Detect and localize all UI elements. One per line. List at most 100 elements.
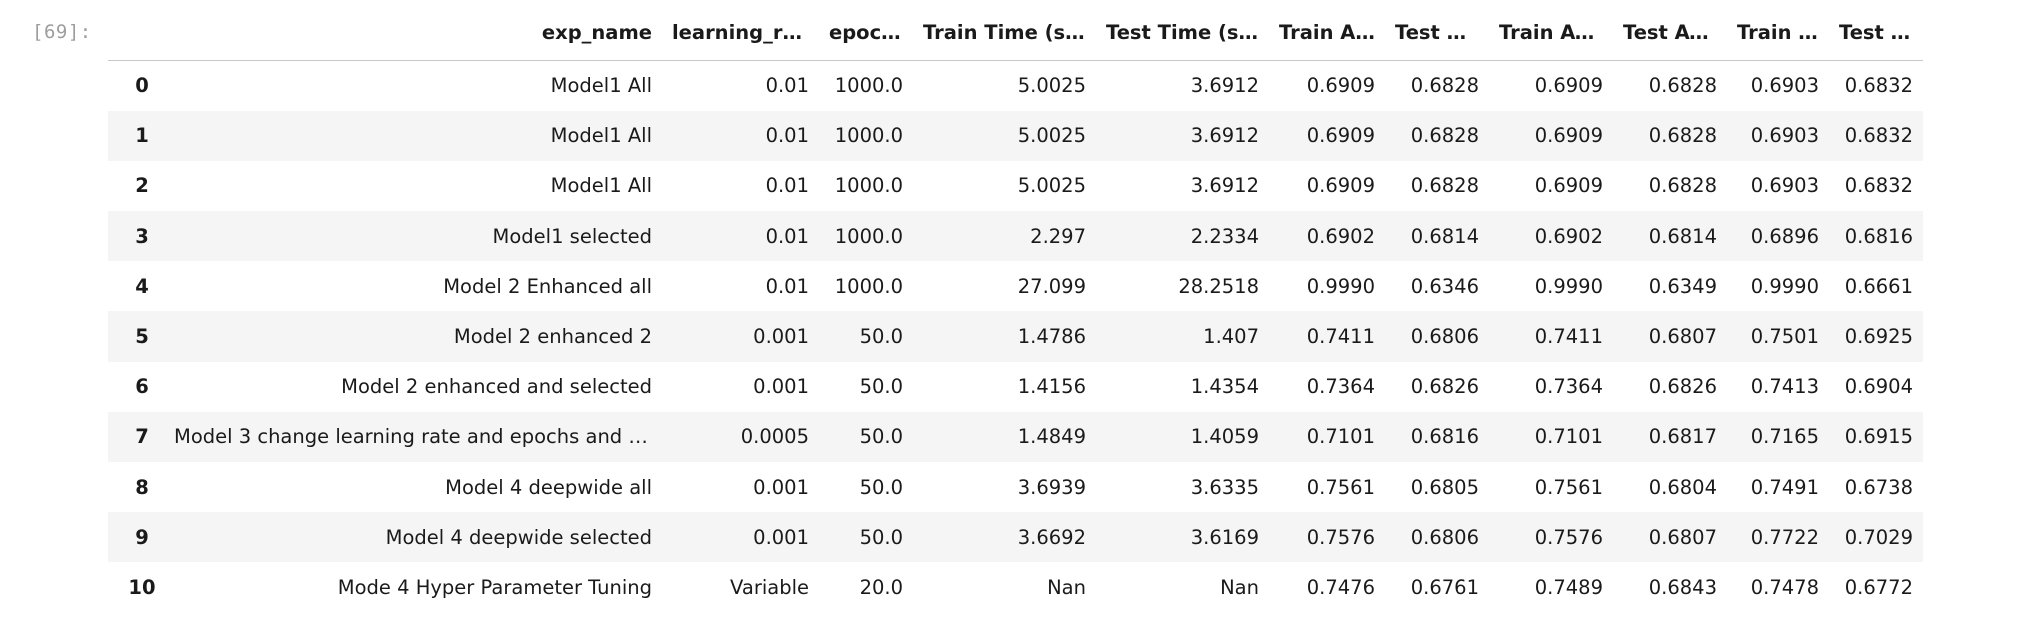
row-index: 5 (135, 325, 149, 349)
table-cell: 3.6912 (1190, 74, 1259, 98)
table-cell: 0.6806 (1410, 525, 1479, 549)
table-cell: 0.6828 (1648, 124, 1717, 148)
table-cell: 0.6738 (1844, 475, 1913, 499)
table-cell: 20.0 (859, 575, 903, 599)
row-index: 4 (135, 274, 149, 298)
table-cell: 0.01 (765, 174, 809, 198)
table-cell: 0.6826 (1648, 375, 1717, 399)
table-cell: 0.9990 (1750, 274, 1819, 298)
table-cell: 3.6692 (1017, 525, 1086, 549)
table-cell: 0.6828 (1410, 174, 1479, 198)
column-header: Test F1 (1829, 9, 1923, 61)
table-cell: 0.6817 (1648, 425, 1717, 449)
table-cell: 0.7489 (1534, 575, 1603, 599)
table-cell: 0.6804 (1648, 475, 1717, 499)
table-cell: 0.7476 (1306, 575, 1375, 599)
row-index: 9 (135, 525, 149, 549)
table-cell: 3.6939 (1017, 475, 1086, 499)
table-cell: 0.6832 (1844, 74, 1913, 98)
table-cell: 0.6909 (1306, 74, 1375, 98)
column-header: Test Time (sec) (1096, 9, 1269, 61)
table-cell: 0.6828 (1410, 74, 1479, 98)
table-cell: 0.6349 (1648, 274, 1717, 298)
column-header: Test AUC (1613, 9, 1727, 61)
table-cell: 0.6909 (1534, 174, 1603, 198)
table-cell: 0.7101 (1534, 425, 1603, 449)
table-cell: Model1 All (550, 74, 652, 98)
table-row: 3 Model1 selected 0.01 1000.0 2.297 2.2334 0.6… (108, 211, 1923, 262)
table-cell: 0.01 (765, 74, 809, 98)
table-cell: 0.001 (753, 475, 809, 499)
table-row: 6 Model 2 enhanced and selected 0.001 50.0 1… (108, 361, 1923, 412)
table-cell: 0.6807 (1648, 525, 1717, 549)
column-header: Train AUC (1489, 9, 1613, 61)
table-cell: 1.4786 (1017, 325, 1086, 349)
row-index: 2 (135, 174, 149, 198)
table-cell: 0.7364 (1534, 375, 1603, 399)
table-cell: 0.7364 (1306, 375, 1375, 399)
table-cell: Model1 selected (492, 224, 652, 248)
table-cell: 0.0005 (740, 425, 809, 449)
dataframe-table: exp_name learning_rate epochs Train Time (s… (108, 9, 1923, 613)
table-cell: 0.001 (753, 525, 809, 549)
table-cell: 0.6903 (1750, 174, 1819, 198)
table-cell: 50.0 (859, 425, 903, 449)
table-cell: 0.01 (765, 274, 809, 298)
table-cell: 0.6915 (1844, 425, 1913, 449)
column-header: epochs (819, 9, 913, 61)
table-cell: 1.4156 (1017, 375, 1086, 399)
table-cell: 5.0025 (1017, 124, 1086, 148)
table-cell: 50.0 (859, 375, 903, 399)
cell-execution-count: [69]: (32, 21, 92, 43)
table-cell: 0.6814 (1648, 224, 1717, 248)
table-cell: 0.7413 (1750, 375, 1819, 399)
table-cell: 0.7561 (1534, 475, 1603, 499)
table-cell: 27.099 (1017, 274, 1086, 298)
cell-output: exp_name learning_rate epochs Train Time (s… (108, 9, 1923, 613)
table-cell: 1000.0 (834, 124, 903, 148)
column-header: Train Acc (1269, 9, 1385, 61)
table-cell: 0.7101 (1306, 425, 1375, 449)
table-cell: 0.7478 (1750, 575, 1819, 599)
table-cell: Mode 4 Hyper Parameter Tuning (337, 575, 652, 599)
table-cell: 1000.0 (834, 224, 903, 248)
table-row: 7 Model 3 change learning rate and epochs… (108, 411, 1923, 462)
table-cell: 2.2334 (1190, 224, 1259, 248)
table-row: 4 Model 2 Enhanced all 0.01 1000.0 27.099 28.… (108, 261, 1923, 312)
table-cell: 5.0025 (1017, 174, 1086, 198)
column-header: Test Acc (1385, 9, 1489, 61)
table-cell: 1000.0 (834, 274, 903, 298)
table-cell: Nan (1220, 575, 1259, 599)
table-cell: 0.7722 (1750, 525, 1819, 549)
table-cell: Model1 All (550, 124, 652, 148)
column-header: Train F1 (1727, 9, 1829, 61)
table-cell: 1.4059 (1190, 425, 1259, 449)
table-cell: 0.6828 (1648, 74, 1717, 98)
table-cell: 1000.0 (834, 74, 903, 98)
table-cell: 1.4849 (1017, 425, 1086, 449)
table-cell: 0.6902 (1306, 224, 1375, 248)
table-cell: Model 2 Enhanced all (443, 274, 652, 298)
table-cell: Model 4 deepwide all (445, 475, 652, 499)
table-cell: 0.6806 (1410, 325, 1479, 349)
table-cell: 0.6909 (1534, 124, 1603, 148)
table-cell: 1.407 (1203, 325, 1259, 349)
table-cell: 50.0 (859, 475, 903, 499)
table-cell: 0.6346 (1410, 274, 1479, 298)
column-header: exp_name (164, 9, 662, 61)
column-header: learning_rate (662, 9, 819, 61)
row-index: 8 (135, 475, 149, 499)
row-index: 6 (135, 375, 149, 399)
table-cell: Variable (730, 575, 809, 599)
row-index: 10 (128, 575, 156, 599)
table-cell: 0.6805 (1410, 475, 1479, 499)
table-cell: 0.6772 (1844, 575, 1913, 599)
table-cell: 0.6816 (1410, 425, 1479, 449)
table-cell: 0.9990 (1534, 274, 1603, 298)
table-cell: 0.6909 (1534, 74, 1603, 98)
table-cell: 0.01 (765, 224, 809, 248)
table-row: 8 Model 4 deepwide all 0.001 50.0 3.6939 3.63… (108, 462, 1923, 513)
table-cell: 0.7491 (1750, 475, 1819, 499)
table-cell: Model 4 deepwide selected (385, 525, 652, 549)
table-cell: 0.6832 (1844, 174, 1913, 198)
